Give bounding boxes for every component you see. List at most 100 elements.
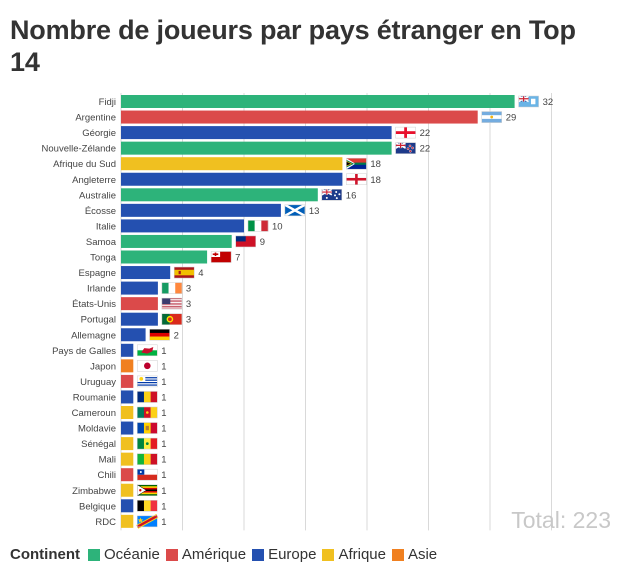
category-label: États-Unis bbox=[72, 299, 116, 310]
bar[interactable] bbox=[121, 141, 392, 155]
value-label: 13 bbox=[309, 206, 320, 217]
legend-item-afrique[interactable]: Afrique bbox=[322, 546, 386, 563]
portugal-flag bbox=[161, 313, 183, 325]
category-label: Géorgie bbox=[82, 128, 116, 139]
value-label: 1 bbox=[161, 377, 166, 388]
legend-swatch bbox=[165, 548, 178, 561]
legend-item-europe[interactable]: Europe bbox=[252, 546, 316, 563]
value-label: 1 bbox=[161, 486, 166, 497]
legend-swatch bbox=[252, 548, 265, 561]
bar[interactable] bbox=[121, 437, 134, 451]
legend-title: Continent bbox=[10, 546, 80, 563]
zimbabwe-flag bbox=[137, 484, 158, 497]
bar[interactable] bbox=[121, 188, 318, 202]
legend-item-amerique[interactable]: Amérique bbox=[165, 546, 247, 563]
bar[interactable] bbox=[121, 172, 343, 186]
cameroon-flag bbox=[137, 406, 158, 419]
bar[interactable] bbox=[121, 234, 232, 248]
value-label: 1 bbox=[161, 424, 166, 435]
bar[interactable] bbox=[121, 250, 208, 264]
bars bbox=[121, 95, 515, 528]
category-label: Roumanie bbox=[73, 392, 116, 403]
argentina-flag bbox=[481, 111, 502, 123]
legend-swatch bbox=[322, 548, 335, 561]
bar[interactable] bbox=[121, 374, 134, 388]
drc-flag bbox=[136, 514, 159, 529]
value-label: 16 bbox=[346, 190, 357, 201]
bar[interactable] bbox=[121, 452, 134, 466]
category-label: Angleterre bbox=[72, 175, 116, 186]
fiji-flag bbox=[518, 95, 539, 108]
bar[interactable] bbox=[121, 483, 134, 497]
bar[interactable] bbox=[121, 499, 134, 513]
moldova-flag bbox=[137, 422, 158, 434]
value-label: 1 bbox=[161, 408, 166, 419]
value-label: 10 bbox=[272, 221, 283, 232]
legend-swatch bbox=[87, 548, 100, 561]
value-label: 29 bbox=[506, 113, 517, 124]
bar[interactable] bbox=[121, 421, 134, 435]
category-label: Fidji bbox=[99, 97, 116, 108]
italy-flag bbox=[247, 220, 269, 232]
legend-item-oceanie[interactable]: Océanie bbox=[87, 546, 160, 563]
bar[interactable] bbox=[121, 359, 134, 373]
bar[interactable] bbox=[121, 390, 134, 404]
bar[interactable] bbox=[121, 219, 244, 233]
value-label: 22 bbox=[420, 128, 431, 139]
tonga-flag bbox=[210, 251, 232, 263]
bar[interactable] bbox=[121, 95, 515, 108]
legend-label: Asie bbox=[407, 546, 438, 563]
category-label: Pays de Galles bbox=[52, 346, 116, 357]
chart-title: Nombre de joueurs par pays étranger en T… bbox=[10, 15, 576, 77]
value-label: 1 bbox=[161, 470, 166, 481]
category-label: Espagne bbox=[78, 268, 116, 279]
category-label: Belgique bbox=[79, 501, 116, 512]
category-label: Chili bbox=[98, 470, 116, 481]
bar[interactable] bbox=[121, 126, 392, 140]
bar[interactable] bbox=[121, 266, 171, 280]
category-label: Zimbabwe bbox=[72, 486, 116, 497]
chile-flag bbox=[137, 468, 158, 481]
legend-item-asie[interactable]: Asie bbox=[391, 546, 438, 563]
spain-flag bbox=[173, 266, 195, 279]
bar[interactable] bbox=[121, 514, 134, 528]
value-label: 1 bbox=[161, 455, 166, 466]
romania-flag bbox=[137, 391, 158, 403]
value-label: 18 bbox=[370, 159, 381, 170]
category-label: Argentine bbox=[75, 113, 116, 124]
samoa-flag bbox=[235, 235, 256, 248]
category-label: Italie bbox=[96, 221, 116, 232]
germany-flag bbox=[149, 329, 170, 341]
value-label: 9 bbox=[260, 237, 265, 248]
bar[interactable] bbox=[121, 281, 158, 295]
category-label: Moldavie bbox=[78, 424, 116, 435]
value-label: 4 bbox=[198, 268, 203, 279]
usa-flag bbox=[161, 297, 183, 310]
senegal-flag bbox=[137, 437, 158, 450]
bar[interactable] bbox=[121, 157, 343, 171]
category-label: Australie bbox=[79, 190, 116, 201]
category-label: Afrique du Sud bbox=[53, 159, 116, 170]
bar[interactable] bbox=[121, 328, 146, 342]
bar[interactable] bbox=[121, 110, 478, 124]
japan-flag bbox=[137, 360, 158, 372]
bar[interactable] bbox=[121, 312, 158, 326]
bar[interactable] bbox=[121, 406, 134, 419]
value-label: 1 bbox=[161, 501, 166, 512]
value-label: 3 bbox=[186, 315, 191, 326]
bar[interactable] bbox=[121, 343, 134, 357]
category-label: Écosse bbox=[85, 206, 116, 217]
category-label: Nouvelle-Zélande bbox=[42, 144, 116, 155]
bar[interactable] bbox=[121, 297, 158, 311]
category-label: Japon bbox=[90, 361, 116, 372]
value-label: 1 bbox=[161, 517, 166, 528]
bar[interactable] bbox=[121, 468, 134, 482]
legend: Continent Océanie Amérique Europe Afriqu… bbox=[10, 546, 443, 563]
bar[interactable] bbox=[121, 203, 281, 217]
value-label: 1 bbox=[161, 439, 166, 450]
category-label: Samoa bbox=[86, 237, 117, 248]
legend-label: Océanie bbox=[103, 546, 160, 563]
legend-label: Amérique bbox=[181, 546, 247, 563]
value-label: 3 bbox=[186, 284, 191, 295]
value-label: 1 bbox=[161, 392, 166, 403]
